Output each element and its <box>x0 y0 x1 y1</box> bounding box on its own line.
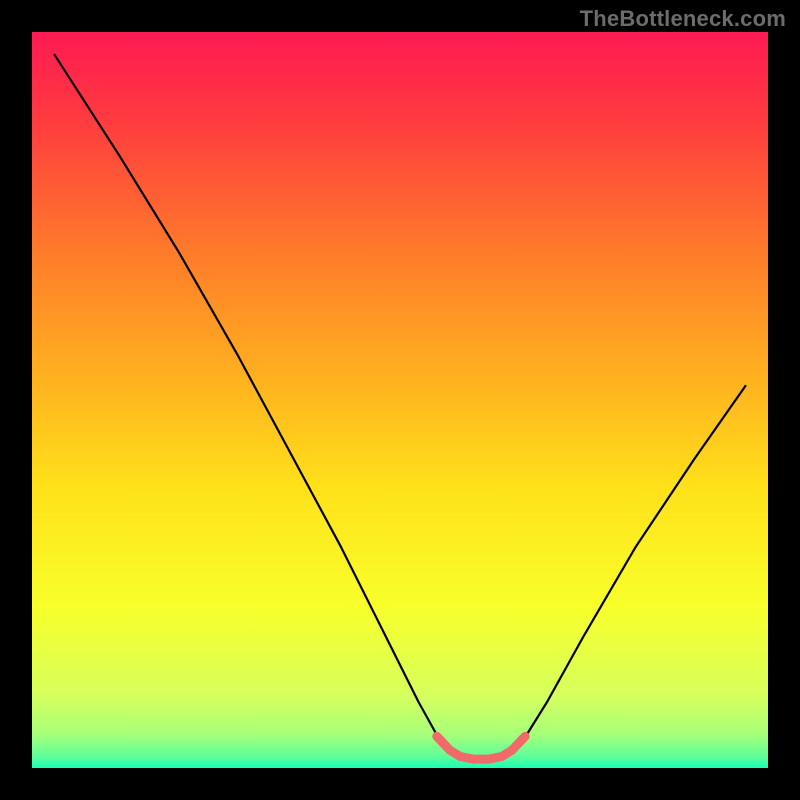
chart-background <box>32 32 768 768</box>
bottleneck-curve-chart <box>0 0 800 800</box>
watermark-text: TheBottleneck.com <box>580 6 786 32</box>
outer-frame: TheBottleneck.com <box>0 0 800 800</box>
